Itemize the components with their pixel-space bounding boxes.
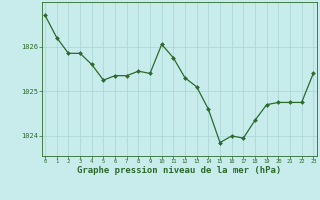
X-axis label: Graphe pression niveau de la mer (hPa): Graphe pression niveau de la mer (hPa) — [77, 166, 281, 175]
